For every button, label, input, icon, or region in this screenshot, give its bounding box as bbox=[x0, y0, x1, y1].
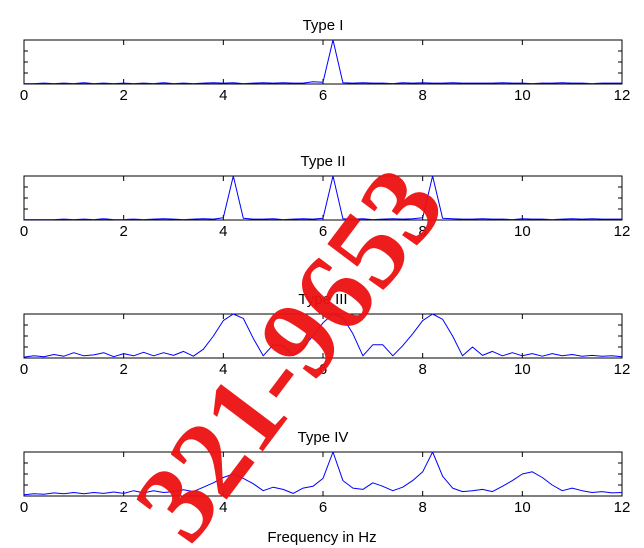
subplot-title: Type I bbox=[303, 17, 344, 34]
x-tick-label: 10 bbox=[514, 87, 531, 104]
series-line bbox=[24, 175, 622, 221]
x-tick-label: 12 bbox=[614, 361, 631, 378]
x-tick-label: 8 bbox=[418, 499, 426, 516]
x-tick-label: 4 bbox=[219, 87, 227, 104]
series-line bbox=[23, 451, 623, 496]
x-tick-label: 10 bbox=[514, 499, 531, 516]
x-tick-label: 6 bbox=[319, 223, 327, 240]
x-tick-label: 8 bbox=[418, 87, 426, 104]
x-tick-label: 2 bbox=[119, 223, 127, 240]
x-tick-label: 2 bbox=[119, 499, 127, 516]
x-tick-label: 12 bbox=[614, 87, 631, 104]
watermark: 321-9653 bbox=[111, 146, 468, 548]
x-tick-label: 4 bbox=[219, 223, 227, 240]
x-tick-label: 8 bbox=[418, 223, 426, 240]
subplot-1: Type I 0 2 4 6 8 10 12 bbox=[20, 17, 631, 104]
x-tick-label: 12 bbox=[614, 499, 631, 516]
subplot-title: Type III bbox=[298, 291, 347, 308]
x-tick-label: 0 bbox=[20, 87, 28, 104]
x-axis-label: Frequency in Hz bbox=[267, 529, 376, 546]
x-tick-label: 0 bbox=[20, 223, 28, 240]
x-tick-label: 2 bbox=[119, 361, 127, 378]
x-tick-label: 0 bbox=[20, 361, 28, 378]
x-tick-label: 6 bbox=[319, 499, 327, 516]
subplot-3: Type III 0 2 4 6 8 10 12 bbox=[20, 291, 631, 378]
x-tick-label: 2 bbox=[119, 87, 127, 104]
x-tick-label: 10 bbox=[514, 223, 531, 240]
subplot-2: Type II 0 2 4 6 8 10 12 bbox=[20, 153, 631, 240]
x-tick-label: 4 bbox=[219, 361, 227, 378]
x-tick-label: 8 bbox=[418, 361, 426, 378]
subplot-4: Type IV 0 2 4 6 8 10 12 bbox=[20, 429, 631, 516]
series-line bbox=[24, 39, 622, 85]
x-tick-label: 6 bbox=[319, 361, 327, 378]
x-tick-label: 10 bbox=[514, 361, 531, 378]
x-tick-label: 0 bbox=[20, 499, 28, 516]
series-line bbox=[23, 313, 623, 358]
x-tick-label: 4 bbox=[219, 499, 227, 516]
axes-box bbox=[23, 39, 623, 85]
subplot-title: Type IV bbox=[298, 429, 349, 446]
subplot-title: Type II bbox=[300, 153, 345, 170]
x-tick-label: 6 bbox=[319, 87, 327, 104]
x-tick-label: 12 bbox=[614, 223, 631, 240]
